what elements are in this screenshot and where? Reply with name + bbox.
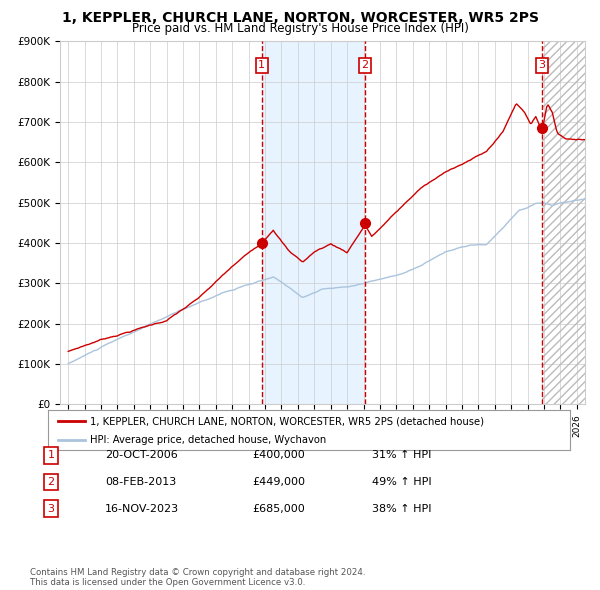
Text: £449,000: £449,000 xyxy=(252,477,305,487)
Text: 2: 2 xyxy=(47,477,55,487)
Text: 1, KEPPLER, CHURCH LANE, NORTON, WORCESTER, WR5 2PS (detached house): 1, KEPPLER, CHURCH LANE, NORTON, WORCEST… xyxy=(90,417,484,427)
Text: 3: 3 xyxy=(539,61,545,70)
Text: 16-NOV-2023: 16-NOV-2023 xyxy=(105,504,179,513)
Text: £400,000: £400,000 xyxy=(252,451,305,460)
Text: 3: 3 xyxy=(47,504,55,513)
Text: 1: 1 xyxy=(47,451,55,460)
Text: £685,000: £685,000 xyxy=(252,504,305,513)
Text: Contains HM Land Registry data © Crown copyright and database right 2024.
This d: Contains HM Land Registry data © Crown c… xyxy=(30,568,365,587)
Text: 49% ↑ HPI: 49% ↑ HPI xyxy=(372,477,431,487)
Text: 1: 1 xyxy=(258,61,265,70)
Bar xyxy=(262,41,365,404)
Text: 1, KEPPLER, CHURCH LANE, NORTON, WORCESTER, WR5 2PS: 1, KEPPLER, CHURCH LANE, NORTON, WORCEST… xyxy=(62,11,539,25)
Bar xyxy=(542,41,585,404)
Text: 08-FEB-2013: 08-FEB-2013 xyxy=(105,477,176,487)
Text: Price paid vs. HM Land Registry's House Price Index (HPI): Price paid vs. HM Land Registry's House … xyxy=(131,22,469,35)
Text: 2: 2 xyxy=(362,61,369,70)
Text: HPI: Average price, detached house, Wychavon: HPI: Average price, detached house, Wych… xyxy=(90,435,326,445)
Text: 31% ↑ HPI: 31% ↑ HPI xyxy=(372,451,431,460)
Text: 38% ↑ HPI: 38% ↑ HPI xyxy=(372,504,431,513)
Text: 20-OCT-2006: 20-OCT-2006 xyxy=(105,451,178,460)
